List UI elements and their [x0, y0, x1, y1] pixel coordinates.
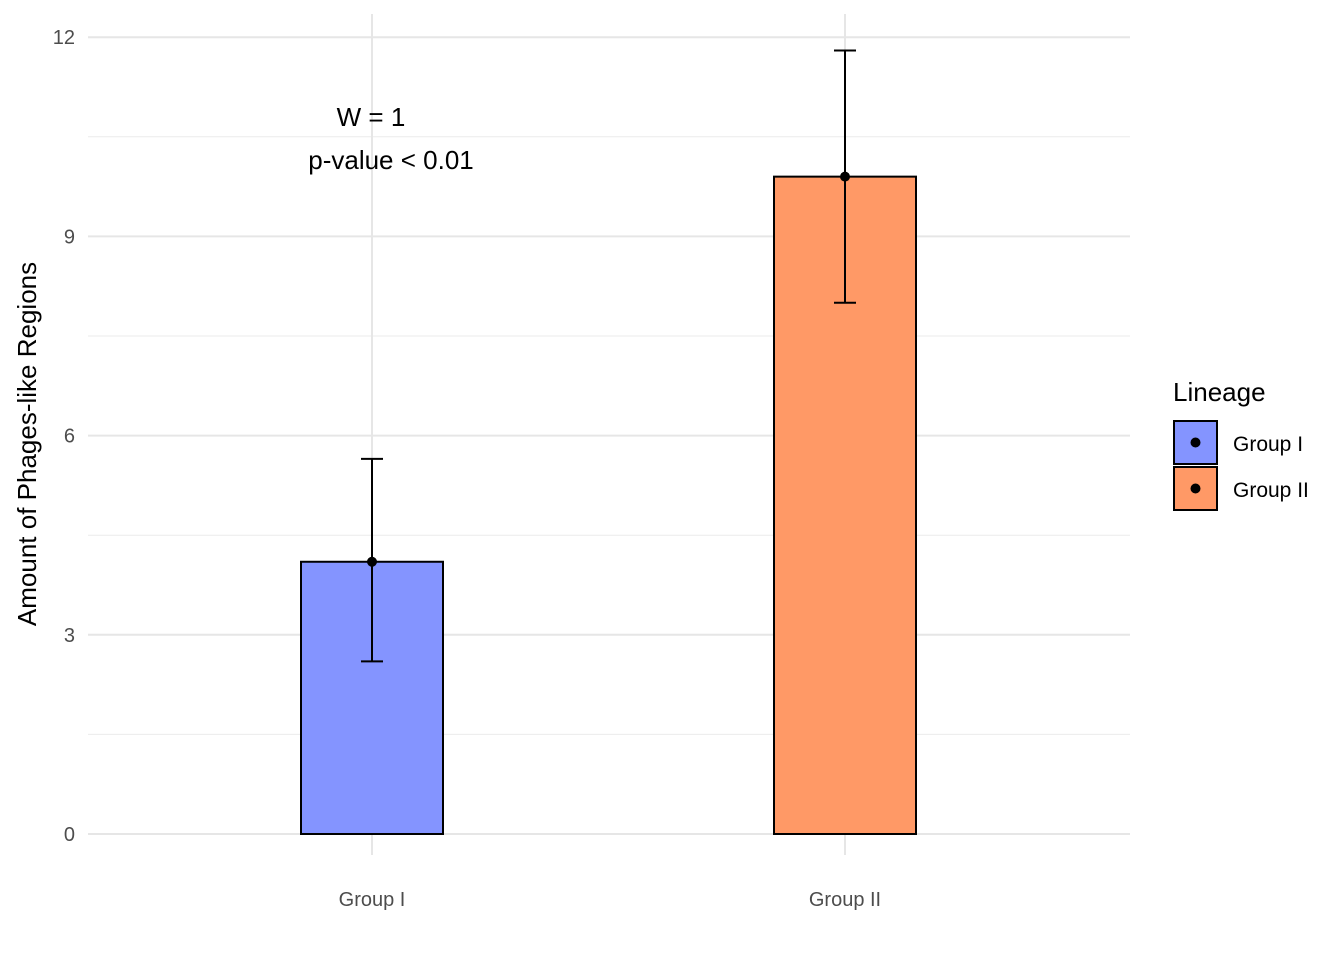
y-tick-label: 12 [53, 27, 75, 49]
mean-point [367, 556, 377, 567]
legend: Lineage Group I Group II [1173, 377, 1309, 511]
stat-annotation: W = 1 p-value < 0.01 [308, 102, 474, 175]
legend-point [1190, 483, 1201, 494]
y-axis-title: Amount of Phages-like Regions [12, 262, 42, 626]
minor-gridlines [88, 136, 1130, 735]
y-tick-label: 3 [64, 625, 75, 647]
bars [300, 175, 917, 835]
annotation-line: W = 1 [337, 102, 406, 132]
annotation-line: p-value < 0.01 [308, 145, 474, 175]
y-axis-ticks: 0 3 6 9 12 [53, 27, 75, 846]
legend-title: Lineage [1173, 377, 1266, 407]
legend-item: Group I [1173, 420, 1303, 465]
legend-item: Group II [1173, 466, 1309, 511]
legend-point [1190, 437, 1201, 448]
major-gridlines [88, 14, 1130, 855]
mean-point [840, 171, 850, 182]
legend-label: Group II [1233, 479, 1309, 502]
error-bars [361, 49, 856, 663]
y-tick-label: 6 [64, 426, 75, 448]
x-tick-label: Group II [809, 889, 881, 911]
x-axis-ticks: Group I Group II [339, 889, 881, 911]
y-tick-label: 9 [64, 226, 75, 248]
y-tick-label: 0 [64, 824, 75, 846]
legend-label: Group I [1233, 433, 1303, 456]
x-tick-label: Group I [339, 889, 406, 911]
